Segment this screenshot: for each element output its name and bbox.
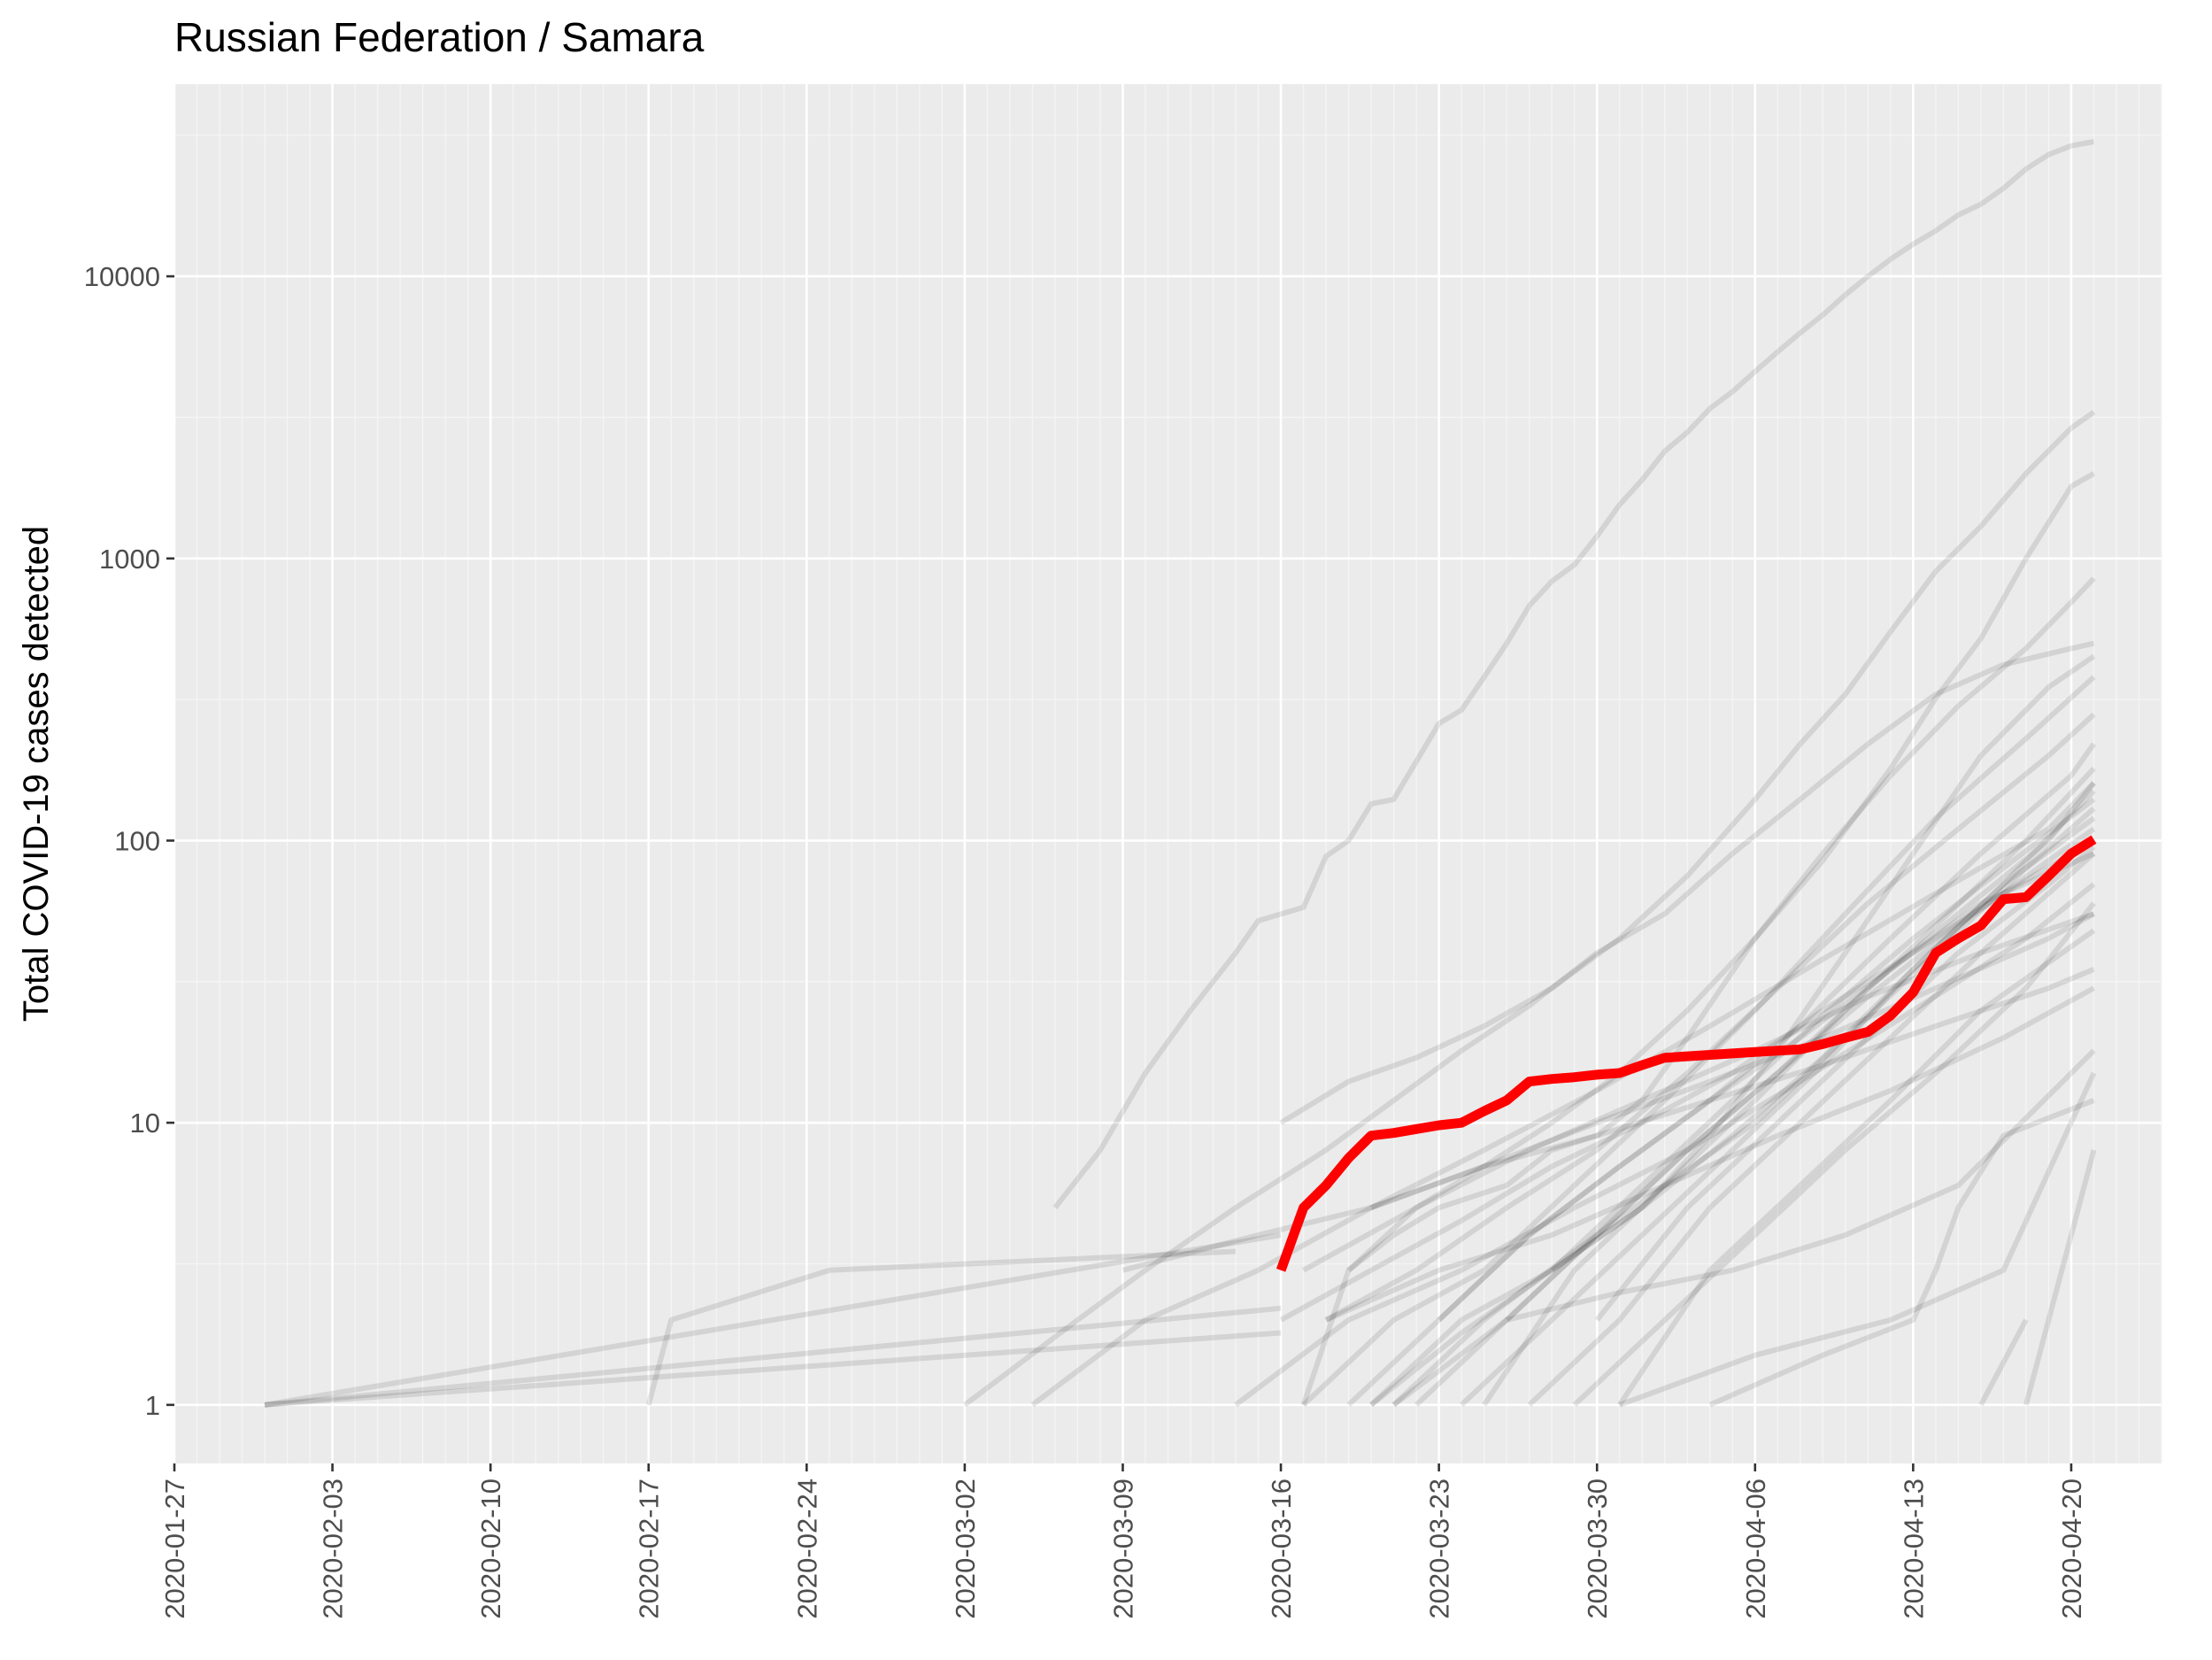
background-series-line	[1594, 845, 2096, 1322]
background-series-line	[1482, 767, 2096, 1407]
background-series-line	[1391, 1048, 2096, 1408]
x-axis: 2020-01-27 2020-02-03 2020-02-10 2020-02-17…	[159, 1463, 2087, 1619]
x-tick-label: 2020-03-02	[950, 1479, 981, 1619]
y-tick-label: 1	[145, 1390, 160, 1421]
highlight-series-group	[1276, 835, 2097, 1272]
background-series-line	[1505, 826, 2096, 1323]
background-series-line	[963, 640, 2095, 1408]
background-series-line	[1324, 985, 2095, 1323]
background-series-line	[1030, 781, 2096, 1408]
background-series-line	[1346, 576, 2096, 1273]
background-series-line	[1617, 928, 2096, 1407]
background-series-line	[1708, 1098, 2095, 1408]
x-tick-label: 2020-04-20	[2056, 1479, 2087, 1619]
background-series-line	[1300, 471, 2095, 1406]
background-series-line	[1550, 797, 2096, 1272]
highlight-series-line	[1276, 835, 2097, 1272]
y-axis: 1 10 100 1000 10000	[84, 261, 174, 1421]
background-series-line	[1121, 911, 2095, 1273]
background-series-line	[1460, 815, 2096, 1407]
background-series-line	[1279, 410, 2096, 1125]
y-tick-label: 1000	[99, 544, 160, 575]
background-series-line	[1302, 911, 2095, 1273]
x-tick-label: 2020-01-27	[159, 1479, 190, 1619]
y-tick-label: 10000	[84, 261, 160, 292]
grid-major	[173, 84, 2162, 1463]
background-series-line	[1527, 851, 2096, 1407]
background-series-line	[1324, 712, 2096, 1323]
background-series-line	[264, 1232, 1282, 1408]
background-series-line	[1391, 806, 2096, 1407]
background-series-line	[1370, 967, 2095, 1210]
background-series-line	[1618, 1071, 2097, 1408]
y-tick-label: 100	[114, 825, 160, 856]
x-tick-label: 2020-04-13	[1898, 1479, 1929, 1619]
background-series-line	[2023, 1149, 2097, 1406]
chart-title: Russian Federation / Samara	[174, 14, 705, 60]
x-tick-label: 2020-02-24	[791, 1479, 822, 1619]
background-series-line	[264, 1330, 1282, 1408]
background-series-line	[645, 1248, 1237, 1406]
x-tick-label: 2020-02-17	[634, 1479, 665, 1619]
x-tick-label: 2020-04-06	[1740, 1479, 1771, 1619]
background-series-line	[264, 1305, 1282, 1408]
background-series-line	[1369, 789, 2096, 1408]
x-tick-label: 2020-02-10	[475, 1479, 506, 1619]
background-series-line	[1279, 838, 2096, 1323]
background-series-line	[1572, 901, 2096, 1407]
background-series-line	[1052, 139, 2095, 1209]
background-series-line	[1414, 781, 2096, 1407]
x-tick-label: 2020-02-03	[318, 1479, 349, 1619]
y-tick-label: 10	[130, 1108, 160, 1139]
background-series-line	[1346, 742, 2096, 1407]
x-tick-label: 2020-03-30	[1582, 1479, 1613, 1619]
y-axis-label: Total COVID-19 cases detected	[17, 526, 56, 1022]
background-series-line	[1234, 882, 2096, 1408]
x-tick-label: 2020-03-16	[1266, 1479, 1297, 1619]
background-series-line	[1978, 1318, 2029, 1407]
background-series-group	[264, 139, 2097, 1408]
background-series-line	[1437, 851, 2095, 1323]
x-tick-label: 2020-03-09	[1107, 1479, 1138, 1619]
x-tick-label: 2020-03-23	[1424, 1479, 1455, 1619]
